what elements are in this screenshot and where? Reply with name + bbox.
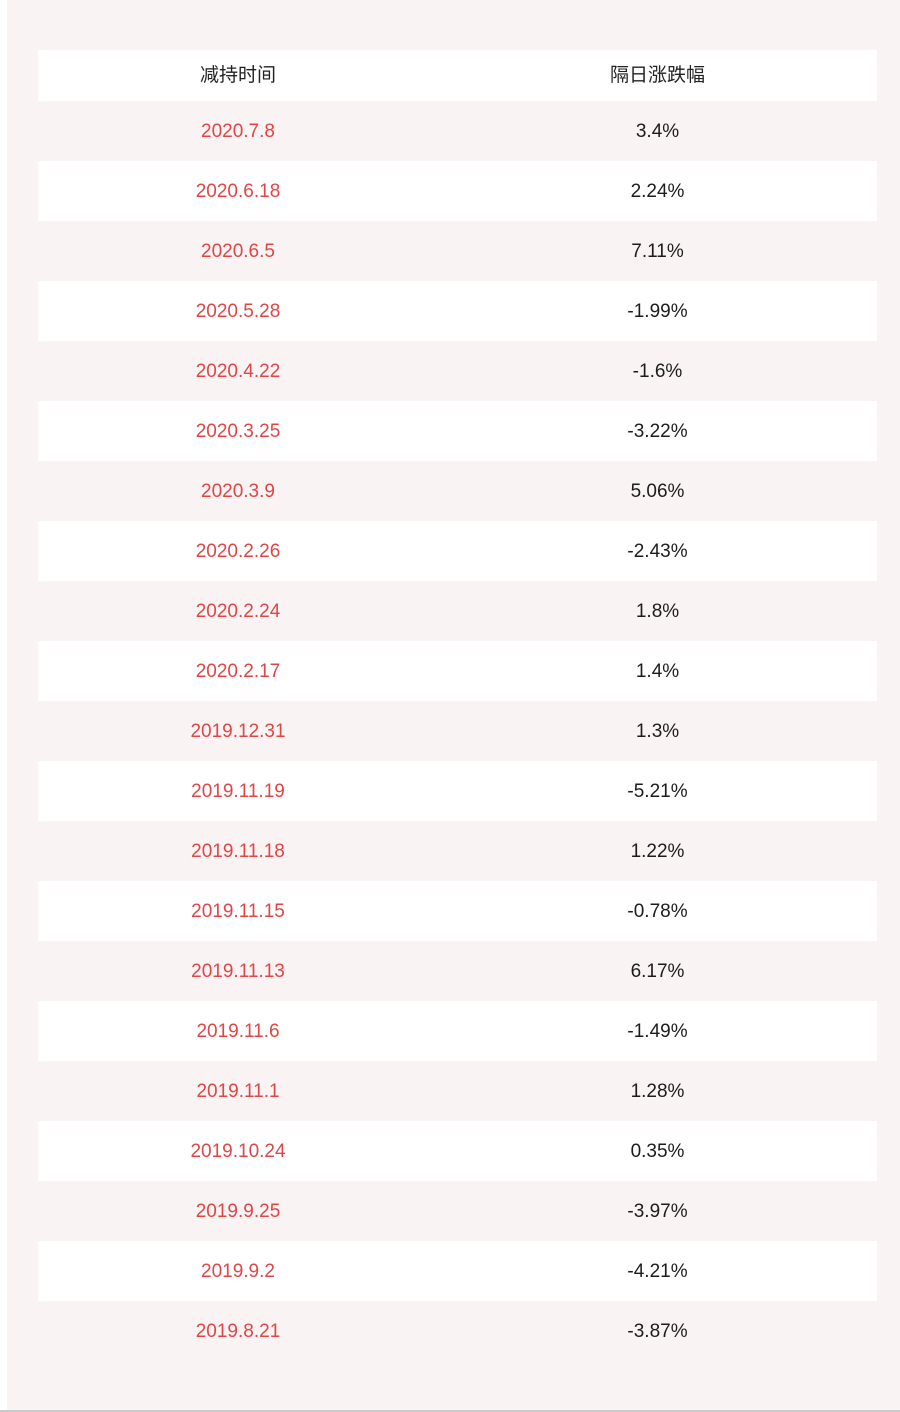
cell-next-day-change: 1.28% xyxy=(630,1080,685,1102)
header-cell-reduction-date: 减持时间 xyxy=(199,65,276,86)
cell-next-day-change: 2.24% xyxy=(630,180,685,202)
cell-reduction-date: 2019.11.6 xyxy=(196,1020,280,1042)
table-row: 2020.3.9 5.06% xyxy=(38,461,877,521)
cell-next-day-change: -3.22% xyxy=(627,420,688,442)
table-row: 2020.5.28 -1.99% xyxy=(38,281,877,341)
cell-next-day-change: 1.22% xyxy=(630,840,685,862)
table-row: 2019.9.25 -3.97% xyxy=(38,1181,877,1241)
header-cell-next-day-change: 隔日涨跌幅 xyxy=(609,65,705,86)
table-row: 2019.11.6 -1.49% xyxy=(38,1001,877,1061)
table-body: 2020.7.8 3.4% 2020.6.18 2.24% 2020.6.5 7.11% 2… xyxy=(38,101,877,1361)
table-row: 2019.11.13 6.17% xyxy=(38,941,877,1001)
table-row: 2019.12.31 1.3% xyxy=(38,701,877,761)
cell-next-day-change: -5.21% xyxy=(627,780,688,802)
cell-reduction-date: 2020.6.18 xyxy=(195,180,281,202)
table-row: 2019.11.18 1.22% xyxy=(38,821,877,881)
cell-next-day-change: 7.11% xyxy=(631,240,684,262)
cell-next-day-change: -2.43% xyxy=(627,540,688,562)
cell-reduction-date: 2020.3.25 xyxy=(195,420,281,442)
cell-reduction-date: 2019.11.13 xyxy=(191,960,285,982)
table-row: 2019.11.1 1.28% xyxy=(38,1061,877,1121)
cell-reduction-date: 2019.10.24 xyxy=(190,1140,286,1162)
cell-reduction-date: 2019.11.15 xyxy=(191,900,285,922)
cell-reduction-date: 2020.3.9 xyxy=(201,480,275,502)
cell-reduction-date: 2020.6.5 xyxy=(201,240,275,262)
cell-next-day-change: 1.3% xyxy=(635,720,680,742)
cell-next-day-change: -1.6% xyxy=(632,360,683,382)
table-row: 2020.7.8 3.4% xyxy=(38,101,877,161)
cell-reduction-date: 2019.11.19 xyxy=(191,780,285,802)
table-row: 2019.11.19 -5.21% xyxy=(38,761,877,821)
table-row: 2020.6.18 2.24% xyxy=(38,161,877,221)
cell-next-day-change: 6.17% xyxy=(630,960,685,982)
cell-next-day-change: 3.4% xyxy=(635,120,680,142)
cell-reduction-date: 2020.2.26 xyxy=(195,540,281,562)
table-row: 2020.4.22 -1.6% xyxy=(38,341,877,401)
cell-next-day-change: -1.99% xyxy=(627,300,688,322)
cell-next-day-change: -4.21% xyxy=(627,1260,688,1282)
table-row: 2020.3.25 -3.22% xyxy=(38,401,877,461)
table-row: 2020.6.5 7.11% xyxy=(38,221,877,281)
table-row: 2020.2.26 -2.43% xyxy=(38,521,877,581)
table-row: 2019.10.24 0.35% xyxy=(38,1121,877,1181)
table-row: 2019.8.21 -3.87% xyxy=(38,1301,877,1361)
cell-next-day-change: 0.35% xyxy=(630,1140,685,1162)
cell-reduction-date: 2019.12.31 xyxy=(190,720,286,742)
cell-next-day-change: -3.97% xyxy=(627,1200,688,1222)
cell-reduction-date: 2019.9.25 xyxy=(195,1200,281,1222)
cell-reduction-date: 2019.11.18 xyxy=(191,840,285,862)
cell-reduction-date: 2020.4.22 xyxy=(195,360,281,382)
cell-reduction-date: 2019.8.21 xyxy=(195,1320,281,1342)
cell-reduction-date: 2019.9.2 xyxy=(201,1260,275,1282)
left-edge-strip xyxy=(0,0,7,1412)
cell-next-day-change: 5.06% xyxy=(630,480,685,502)
cell-reduction-date: 2020.5.28 xyxy=(195,300,281,322)
table-row: 2020.2.17 1.4% xyxy=(38,641,877,701)
cell-reduction-date: 2020.2.24 xyxy=(195,600,281,622)
table-header-row: 减持时间 隔日涨跌幅 xyxy=(38,50,877,101)
cell-next-day-change: -3.87% xyxy=(627,1320,688,1342)
table-row: 2020.2.24 1.8% xyxy=(38,581,877,641)
bottom-divider xyxy=(0,1410,900,1412)
cell-next-day-change: -1.49% xyxy=(627,1020,688,1042)
cell-next-day-change: 1.4% xyxy=(635,660,680,682)
table-row: 2019.9.2 -4.21% xyxy=(38,1241,877,1301)
table-row: 2019.11.15 -0.78% xyxy=(38,881,877,941)
cell-reduction-date: 2020.2.17 xyxy=(195,660,281,682)
cell-reduction-date: 2019.11.1 xyxy=(196,1080,280,1102)
cell-next-day-change: 1.8% xyxy=(635,600,680,622)
cell-reduction-date: 2020.7.8 xyxy=(201,120,275,142)
cell-next-day-change: -0.78% xyxy=(627,900,688,922)
reduction-table: 减持时间 隔日涨跌幅 2020.7.8 3.4% 2020.6.18 2.24% 202… xyxy=(38,50,877,1361)
